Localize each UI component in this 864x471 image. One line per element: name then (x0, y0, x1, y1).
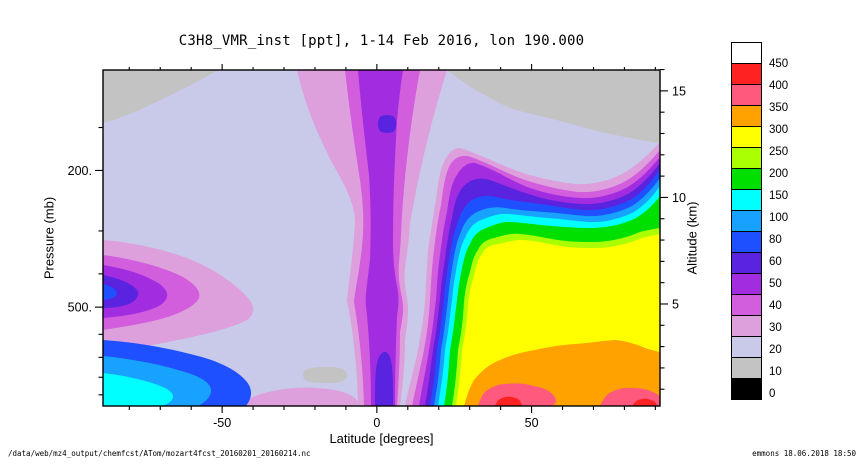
colorbar-label: 450 (769, 58, 789, 70)
colorbar-label: 10 (769, 366, 782, 378)
colorbar-segment (731, 252, 762, 274)
region-right-red-2 (632, 398, 657, 406)
colorbar-segment (731, 105, 762, 127)
colorbar-segment (731, 294, 762, 316)
colorbar-label: 40 (769, 300, 782, 312)
region-plume-violet-streak (375, 351, 393, 406)
colorbar-labels: 0 10 20 30 40 50 60 80 100 150 200 250 300 350 400 450 (769, 0, 829, 471)
colorbar-label: 150 (769, 190, 789, 202)
y-axis-label-right: Altitude (km) (684, 201, 700, 275)
x-tick-label: -50 (213, 416, 231, 430)
colorbar-segment (731, 231, 762, 253)
x-tick-label: 50 (525, 416, 539, 430)
plot-frame (102, 69, 661, 407)
colorbar-label: 350 (769, 102, 789, 114)
colorbar-label: 80 (769, 234, 782, 246)
colorbar-label: 60 (769, 256, 782, 268)
region-gray-top-left (103, 70, 218, 123)
colorbar (731, 42, 762, 400)
colorbar-segment (731, 189, 762, 211)
colorbar-label: 20 (769, 344, 782, 356)
colorbar-segment (731, 336, 762, 358)
colorbar-segment (731, 168, 762, 190)
y-right-tick-label: 15 (672, 84, 686, 98)
colorbar-label: 400 (769, 80, 789, 92)
region-right-red-1 (495, 396, 522, 406)
region-left-blue-notch (103, 284, 117, 300)
region-southwest-cyan (103, 373, 173, 406)
contour-field (103, 70, 660, 406)
colorbar-label: 250 (769, 146, 789, 158)
colorbar-label: 100 (769, 212, 789, 224)
y-left-tick-label: 500. (68, 301, 92, 315)
y-axis-label-left: Pressure (mb) (41, 196, 57, 280)
region-right-pink-1 (478, 383, 556, 406)
colorbar-segment (731, 147, 762, 169)
colorbar-segment (731, 84, 762, 106)
region-gray-top-right (447, 70, 660, 143)
y-left-tick-label: 200. (68, 164, 92, 178)
axis-ticks (95, 64, 668, 413)
region-plume-purple (358, 70, 403, 406)
footer-credit: emmons 18.06.2018 18:50 (752, 449, 856, 458)
colorbar-segment (731, 42, 762, 64)
region-gray-blob-bottom (303, 367, 347, 383)
colorbar-segment (731, 273, 762, 295)
colorbar-segment (731, 357, 762, 379)
colorbar-label: 30 (769, 322, 782, 334)
colorbar-segment (731, 378, 762, 400)
colorbar-segment (731, 126, 762, 148)
colorbar-segment (731, 315, 762, 337)
colorbar-label: 50 (769, 278, 782, 290)
y-right-tick-label: 10 (672, 191, 686, 205)
colorbar-segment (731, 210, 762, 232)
colorbar-label: 300 (769, 124, 789, 136)
region-left-violet (103, 275, 139, 308)
region-plume-violet-dot (378, 115, 396, 133)
x-axis-label: Latitude [degrees] (329, 431, 434, 446)
x-tick-label: 0 (373, 416, 380, 430)
colorbar-label: 200 (769, 168, 789, 180)
colorbar-label: 0 (769, 388, 776, 400)
colorbar-segment (731, 63, 762, 85)
footer-file-path: /data/web/mz4_output/chemfcst/ATom/mozar… (8, 449, 311, 458)
region-plum-bottom-strip (241, 387, 359, 406)
plot-title: C3H8_VMR_inst [ppt], 1-14 Feb 2016, lon … (178, 33, 585, 49)
y-right-tick-label: 5 (672, 297, 679, 311)
